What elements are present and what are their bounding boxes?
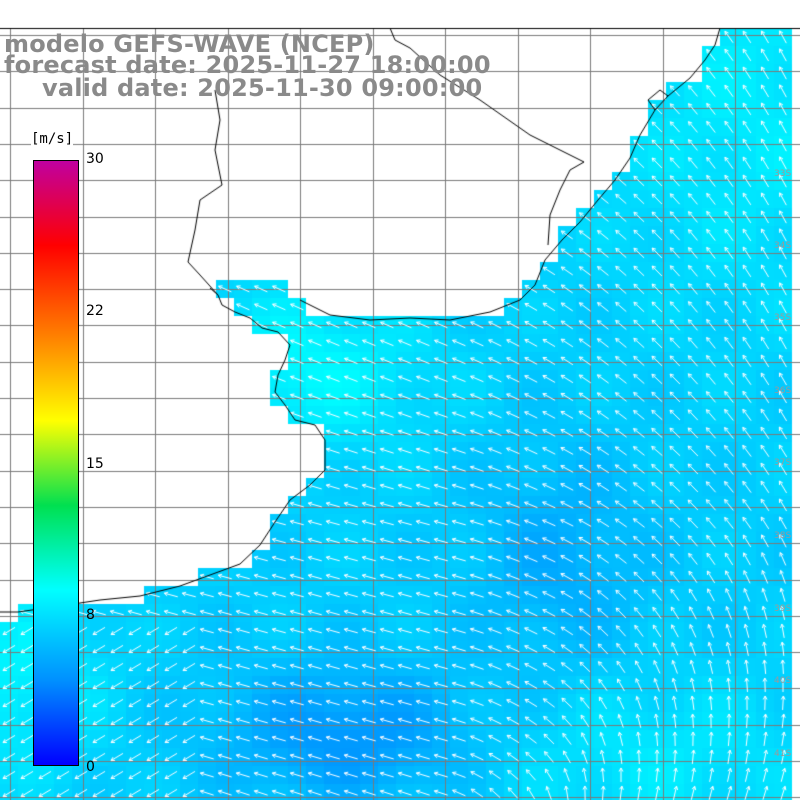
colorbar-tick-15: 15 [86,456,104,472]
valid-date: valid date: 2025-11-30 09:00:00 [42,74,483,102]
lat-label: 35S [774,313,792,323]
lat-label: 40S [774,676,792,686]
colorbar-unit: [m/s] [31,131,74,147]
colorbar-tick-8: 8 [86,607,95,623]
lat-label: 38S [774,531,792,541]
lat-label: 33S [774,169,792,179]
model-title: modelo GEFS-WAVE (NCEP) [4,30,375,58]
forecast-date: forecast date: 2025-11-27 18:00:00 [4,51,491,79]
lat-label: 34S [774,241,792,251]
colorbar-tick-22: 22 [86,303,104,319]
lat-label: 36S [774,386,792,396]
lat-label: 39S [774,604,792,614]
colorbar-tick-0: 0 [86,759,95,775]
colorbar-tick-30: 30 [86,151,104,167]
lat-label: 37S [774,458,792,468]
lat-label: 41S [774,749,792,759]
colorbar [33,160,79,766]
